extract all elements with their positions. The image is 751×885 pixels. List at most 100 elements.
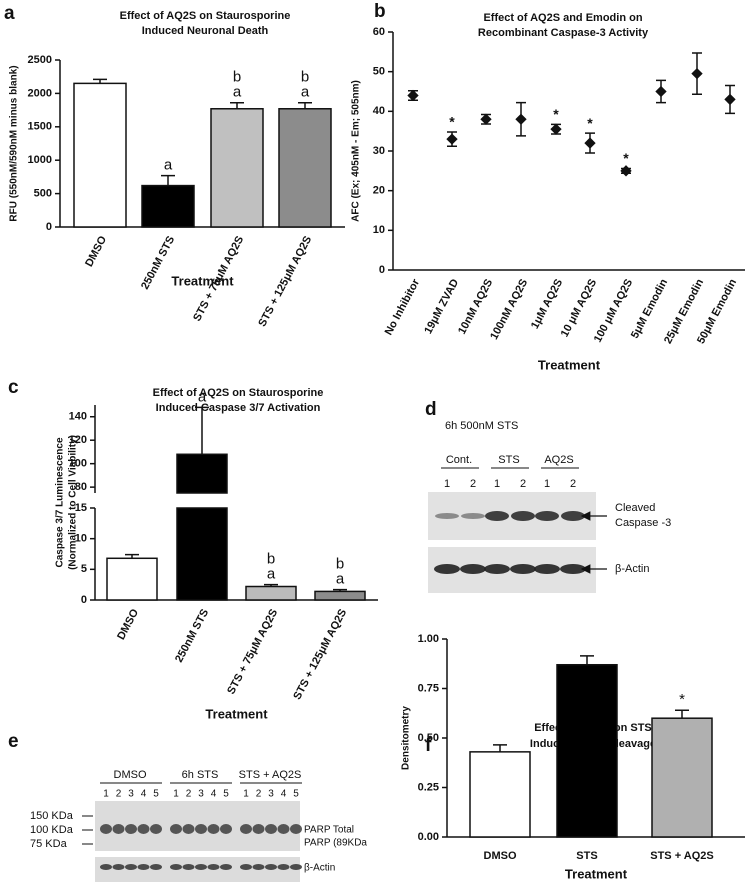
point	[446, 133, 458, 145]
x-tick-label: 100nM AQ2S	[488, 277, 530, 342]
y-tick-label: 0	[81, 594, 87, 606]
x-axis-label: Treatment	[565, 866, 628, 881]
annotation: b	[336, 556, 344, 573]
annotation: a	[164, 157, 173, 174]
chart-title: Induced Caspase 3/7 Activation	[156, 402, 321, 414]
lane-label: 1	[173, 789, 179, 800]
lane-label: 2	[570, 478, 576, 490]
lane-label: 2	[470, 478, 476, 490]
band	[484, 564, 510, 574]
chart-title: Effect of AQ2S and Emodin on	[483, 12, 642, 24]
x-tick-label: STS + 125μM AQ2S	[291, 607, 349, 702]
error-bar	[298, 102, 312, 109]
y-axis-label: RFU (550nM/590nM minus blank)	[9, 65, 20, 221]
y-tick-label: 500	[34, 188, 52, 200]
x-axis-label: Treatment	[205, 706, 268, 721]
point	[480, 113, 492, 125]
y-tick-label: 0.25	[418, 781, 439, 793]
bar	[314, 590, 366, 601]
point	[655, 85, 667, 98]
bar	[210, 108, 264, 228]
chart-title: Recombinant Caspase-3 Activity	[478, 27, 649, 39]
band-label: β-Actin	[615, 563, 649, 575]
band-label: Caspase -3	[615, 517, 671, 529]
band	[220, 864, 232, 870]
band-label: PARP Total	[304, 825, 354, 836]
bar	[176, 507, 228, 601]
band	[460, 564, 486, 574]
x-tick-label: STS + AQ2S	[650, 850, 713, 862]
chart-title: Induced Neuronal Death	[142, 25, 269, 37]
y-tick-label: 140	[69, 411, 87, 423]
error-bar	[580, 655, 594, 665]
y-tick-label: 100	[69, 458, 87, 470]
y-tick-label: 20	[373, 185, 385, 197]
group-label: STS	[498, 454, 519, 466]
band	[265, 864, 277, 870]
y-tick-label: 0.50	[418, 732, 439, 744]
band	[125, 824, 137, 834]
group-label: AQ2S	[544, 454, 573, 466]
y-tick-label: 0.75	[418, 682, 439, 694]
y-tick-label: 50	[373, 66, 385, 78]
band	[535, 511, 559, 521]
y-tick-label: 1000	[28, 154, 52, 166]
annotation: b	[301, 69, 309, 86]
bar	[245, 585, 297, 601]
annotation: a	[233, 84, 242, 101]
annotation: *	[449, 114, 455, 130]
band	[485, 511, 509, 521]
bar	[651, 717, 713, 838]
y-tick-label: 120	[69, 434, 87, 446]
point	[724, 93, 736, 106]
y-tick-label: 0.00	[418, 831, 439, 843]
band	[137, 824, 150, 834]
panel-label: a	[4, 3, 15, 24]
x-tick-label: STS + 75μM AQ2S	[225, 607, 280, 696]
point	[407, 89, 419, 102]
group-label: STS + AQ2S	[239, 769, 302, 781]
x-tick-label: 10nM AQ2S	[456, 277, 495, 336]
group-label: 6h STS	[182, 769, 219, 781]
band	[150, 864, 162, 870]
y-tick-label: 30	[373, 145, 385, 157]
lane-label: 1	[243, 789, 249, 800]
y-axis-label: (Normalized to Cell Viability)	[68, 435, 79, 570]
band	[510, 564, 536, 574]
lane-label: 2	[186, 789, 192, 800]
x-tick-label: STS	[576, 850, 597, 862]
error-bar	[195, 406, 209, 455]
y-tick-label: 5	[81, 563, 87, 575]
band-label: Cleaved	[615, 502, 655, 514]
band	[265, 824, 277, 834]
band-label: PARP (89KDa	[304, 838, 367, 849]
band	[195, 864, 207, 870]
y-axis-label: Densitometry	[401, 706, 412, 770]
annotation: a	[198, 388, 207, 405]
band	[290, 824, 302, 834]
band	[182, 824, 195, 834]
lane-label: 5	[293, 789, 299, 800]
annotation: *	[679, 691, 685, 708]
x-tick-label: STS + 125μM AQ2S	[256, 234, 314, 329]
y-tick-label: 0	[46, 221, 52, 233]
point	[550, 123, 562, 135]
band	[150, 824, 162, 834]
lane-label: 5	[223, 789, 229, 800]
y-tick-label: 2000	[28, 87, 52, 99]
annotation: *	[587, 115, 593, 131]
annotation: b	[233, 69, 241, 86]
point	[691, 67, 703, 80]
panel-label: b	[374, 1, 386, 22]
point	[515, 113, 527, 125]
band	[461, 513, 485, 519]
band	[170, 864, 182, 870]
x-axis-label: Treatment	[171, 273, 234, 288]
x-tick-label: DMSO	[83, 234, 109, 269]
error-bar	[675, 709, 689, 719]
y-tick-label: 0	[379, 264, 385, 276]
marker-label: 100 KDa	[30, 824, 74, 836]
band	[434, 564, 460, 574]
bar	[141, 184, 195, 228]
lane-label: 1	[494, 478, 500, 490]
